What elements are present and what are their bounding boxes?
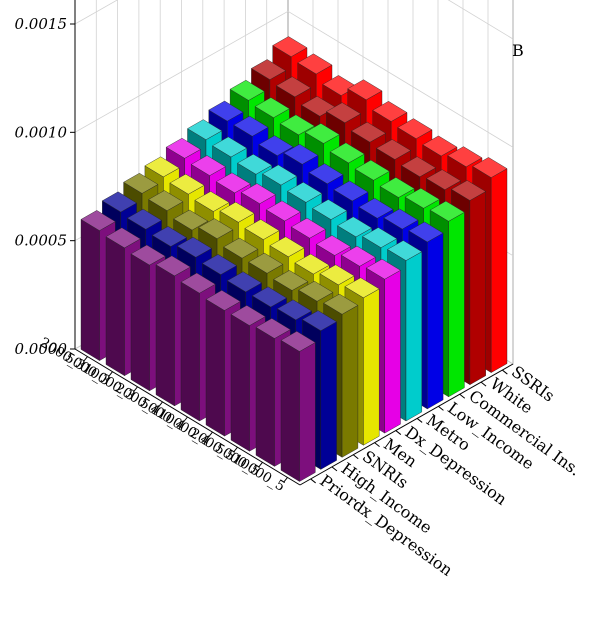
x-tick (83, 356, 88, 362)
grid-line (74, 10, 514, 148)
x-tick (158, 401, 163, 408)
x-tick (258, 462, 263, 468)
z-tick-label: 0.0015 (15, 15, 68, 33)
y-tick (331, 466, 338, 472)
y-tick (310, 478, 316, 484)
z-tick-label: 0.0010 (15, 123, 68, 141)
y-tick (416, 418, 423, 423)
z-tick-label: 0.0000 (15, 340, 68, 358)
z-tick-label: 0.0005 (15, 232, 68, 250)
y-tick (480, 381, 487, 387)
bar-10000_5-Priordx_Depression (280, 331, 316, 482)
grid-line (74, 0, 514, 40)
y-tick (395, 430, 402, 435)
x-tick (233, 446, 238, 453)
x-tick (108, 371, 113, 377)
y-axis-line (299, 363, 514, 486)
x-tick (183, 416, 188, 423)
y-tick (438, 405, 444, 411)
x-tick (133, 386, 138, 393)
x-tick (208, 431, 213, 438)
y-tick (352, 454, 359, 460)
bars (80, 36, 508, 482)
panel-label: B (512, 41, 524, 60)
x-tick (283, 477, 288, 483)
y-tick (374, 442, 380, 448)
y-tick (502, 369, 508, 375)
z-axis: 0.0000 0.0005 0.0010 0.0015 (15, 0, 76, 358)
y-tick (459, 393, 466, 399)
